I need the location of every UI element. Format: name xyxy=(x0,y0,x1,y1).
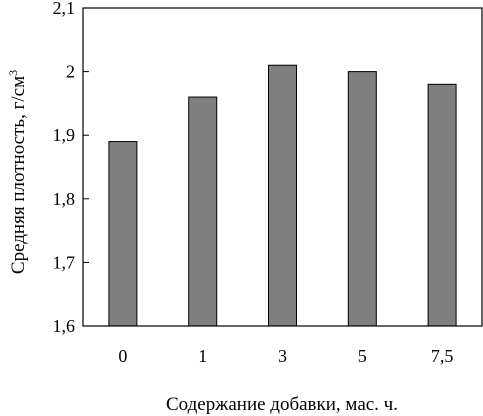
x-tick-label: 3 xyxy=(278,346,287,366)
x-tick-label: 5 xyxy=(358,346,367,366)
bars-group xyxy=(108,64,457,327)
x-tick-label: 0 xyxy=(118,346,127,366)
bar-2 xyxy=(268,64,297,327)
x-axis-ticks: 0 1 3 5 7,5 xyxy=(118,346,453,366)
plot-frame xyxy=(82,7,483,327)
y-axis-title-superscript: 3 xyxy=(6,70,20,76)
x-tick-label: 1 xyxy=(198,346,207,366)
bar-4 xyxy=(427,83,457,327)
y-tick-label: 2 xyxy=(66,62,75,82)
y-tick-label: 2,1 xyxy=(53,0,76,18)
y-tick-label: 1,6 xyxy=(53,316,76,336)
bar-1 xyxy=(188,96,218,327)
y-tick-label: 1,7 xyxy=(53,252,76,272)
y-axis-title: Средняя плотность, г/см3 xyxy=(6,70,29,274)
y-tick-label: 1,8 xyxy=(53,189,76,209)
bar-3 xyxy=(347,71,377,327)
x-tick-label: 7,5 xyxy=(431,346,454,366)
bar-0 xyxy=(108,141,138,327)
x-axis-title: Содержание добавки, мас. ч. xyxy=(166,394,398,415)
y-axis-title-text: Средняя плотность, г/см xyxy=(8,76,29,274)
y-tick-label: 1,9 xyxy=(53,125,76,145)
